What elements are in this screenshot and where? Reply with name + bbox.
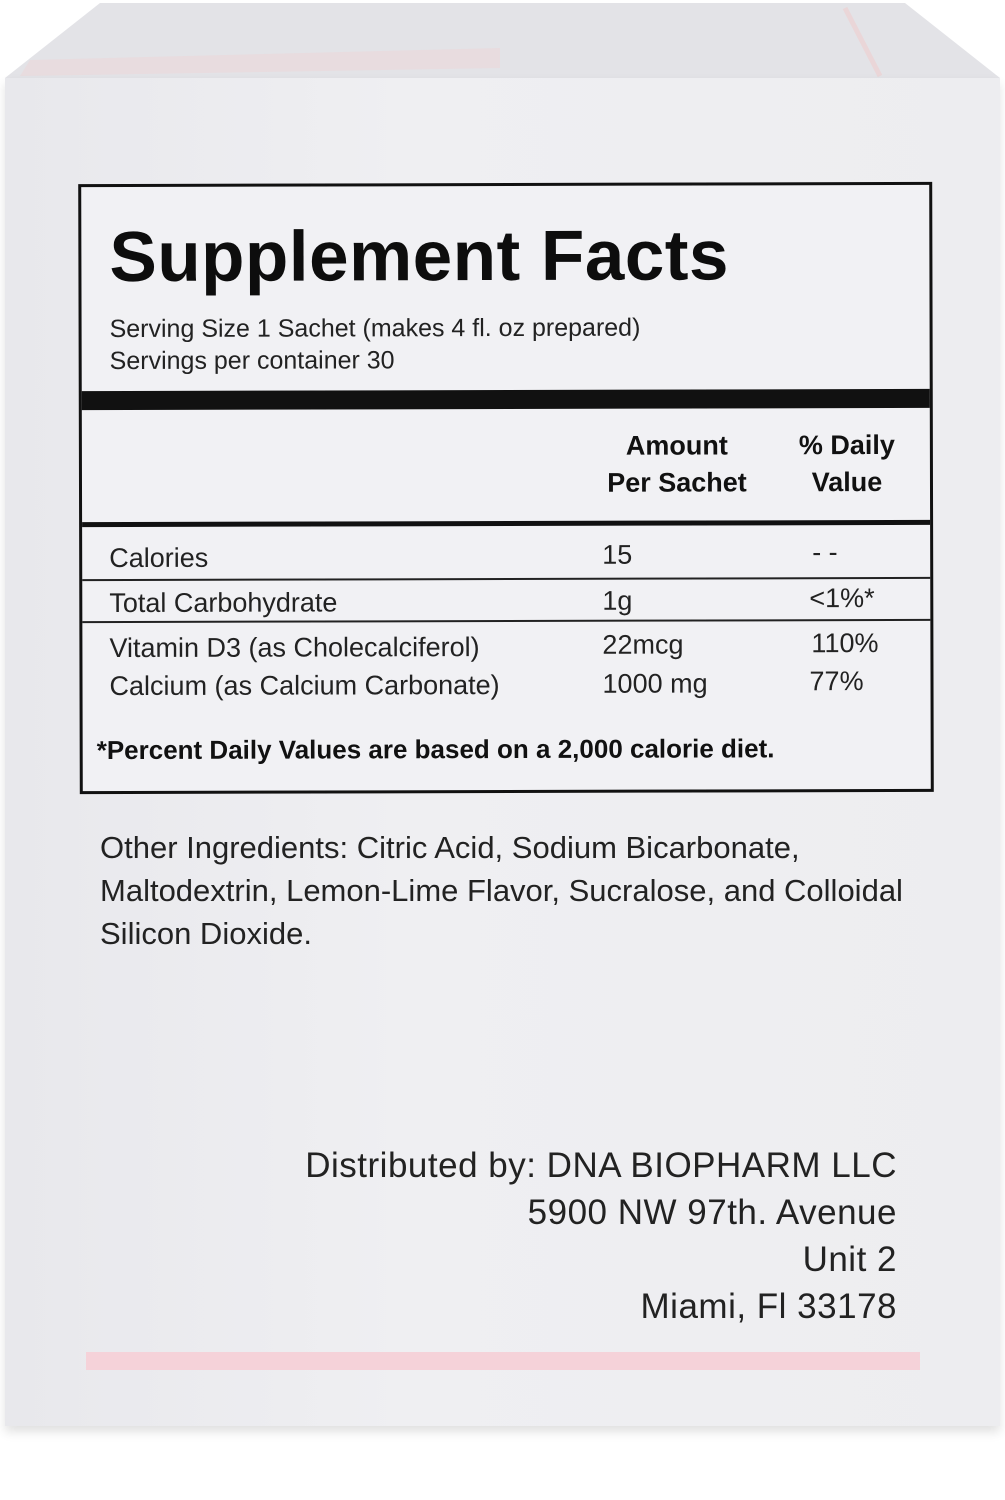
nutrient-name: Calories — [109, 542, 209, 574]
nutrient-name: Calcium (as Calcium Carbonate) — [109, 670, 500, 702]
nutrient-amount: 15 — [602, 539, 633, 570]
nutrient-dv: - - — [812, 537, 838, 568]
distributor-name: Distributed by: DNA BIOPHARM LLC — [305, 1146, 897, 1185]
nutrient-amount: 1g — [602, 585, 633, 616]
nutrient-amount: 22mcg — [602, 629, 684, 660]
row-divider — [82, 618, 931, 624]
nutrient-name: Total Carbohydrate — [109, 587, 338, 619]
pink-accent-stripe — [86, 1352, 920, 1370]
box-top-face — [5, 3, 1000, 78]
distributor-address: Distributed by: DNA BIOPHARM LLC 5900 NW… — [305, 1142, 897, 1330]
row-divider — [82, 576, 931, 582]
daily-value-header: % Daily Value — [798, 429, 895, 498]
serving-size: Serving Size 1 Sachet (makes 4 fl. oz pr… — [109, 313, 641, 344]
daily-value-footnote: *Percent Daily Values are based on a 2,0… — [96, 733, 775, 766]
supplement-facts-panel: Supplement Facts Serving Size 1 Sachet (… — [78, 181, 934, 795]
distributor-city: Miami, Fl 33178 — [640, 1287, 897, 1326]
table-row: Calcium (as Calcium Carbonate) 1000 mg 7… — [81, 185, 929, 701]
table-row: Calories 15 - - — [81, 185, 929, 573]
distributor-unit: Unit 2 — [802, 1240, 897, 1279]
thick-divider — [81, 388, 930, 411]
table-row: Vitamin D3 (as Cholecalciferol) 22mcg 11… — [81, 185, 929, 663]
nutrient-name: Vitamin D3 (as Cholecalciferol) — [109, 632, 480, 664]
nutrient-amount: 1000 mg — [602, 668, 708, 699]
table-row: Total Carbohydrate 1g <1%* — [81, 185, 929, 618]
nutrient-dv: 110% — [811, 628, 879, 659]
servings-per-container: Servings per container 30 — [109, 346, 395, 376]
nutrient-dv: <1%* — [809, 583, 875, 614]
header-divider — [82, 519, 931, 528]
amount-header: Amount Per Sachet — [607, 430, 747, 498]
distributor-street: 5900 NW 97th. Avenue — [527, 1193, 897, 1232]
other-ingredients: Other Ingredients: Citric Acid, Sodium B… — [100, 830, 903, 951]
nutrient-dv: 77% — [809, 666, 864, 697]
facts-title: Supplement Facts — [109, 216, 730, 298]
